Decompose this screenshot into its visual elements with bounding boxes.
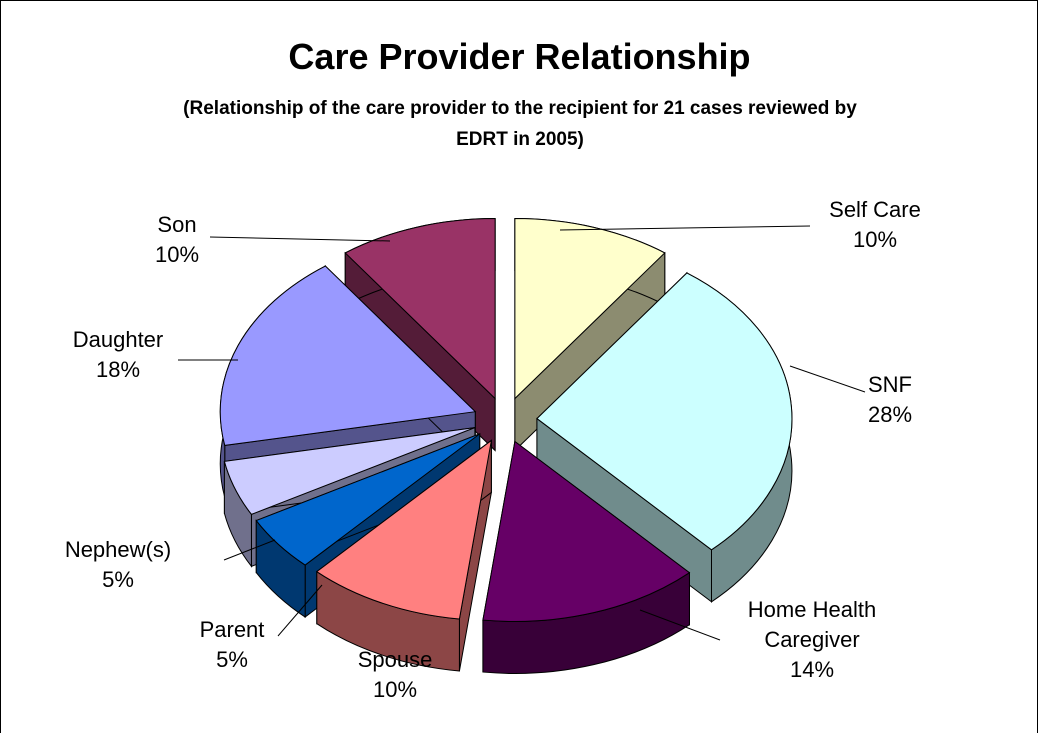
slice-label: Daughter 18% xyxy=(18,325,218,385)
value-label: 18% xyxy=(95,357,141,382)
value-label: 10% xyxy=(154,242,200,267)
value-label: 14% xyxy=(789,657,835,682)
slice-label: Self Care 10% xyxy=(775,195,975,255)
slice-top xyxy=(315,439,493,620)
leader-line xyxy=(277,584,323,637)
category-label: Son xyxy=(157,212,197,237)
category-label: Daughter xyxy=(72,327,164,352)
value-label: 5% xyxy=(216,647,248,672)
category-label: Nephew(s) xyxy=(64,537,172,562)
leader-line xyxy=(559,225,811,231)
slice-top xyxy=(536,272,793,551)
slice-top xyxy=(514,218,666,400)
slice-top xyxy=(482,440,691,622)
value-label: 10% xyxy=(372,677,418,702)
value-label: 5% xyxy=(102,567,134,592)
slice-label: Home Health Caregiver 14% xyxy=(737,595,887,685)
slice-top xyxy=(344,218,496,400)
slice xyxy=(482,440,691,674)
category-label: Home Health Caregiver xyxy=(747,597,877,652)
leader-line xyxy=(209,236,391,242)
value-label: 10% xyxy=(852,227,898,252)
chart-subtitle: (Relationship of the care provider to th… xyxy=(183,98,857,150)
slice-label: Parent 5% xyxy=(132,615,332,675)
category-label: Self Care xyxy=(829,197,921,222)
leader-line xyxy=(639,609,721,641)
slice-label: Son 10% xyxy=(77,210,277,270)
slice-top xyxy=(223,427,476,515)
slice-top xyxy=(219,265,477,446)
leader-line xyxy=(789,365,866,393)
slice xyxy=(514,218,666,452)
leader-line xyxy=(223,539,276,561)
category-label: Parent xyxy=(199,617,265,642)
value-label: 28% xyxy=(867,402,913,427)
category-label: SNF xyxy=(868,372,912,397)
slice-label: Spouse 10% xyxy=(295,645,495,705)
category-label: Spouse xyxy=(357,647,433,672)
slice-label: SNF 28% xyxy=(790,370,990,430)
chart-title: Care Provider Relationship xyxy=(288,36,751,77)
slice xyxy=(315,439,493,672)
slice-label: Nephew(s) 5% xyxy=(18,535,218,595)
slice-top xyxy=(255,433,481,566)
